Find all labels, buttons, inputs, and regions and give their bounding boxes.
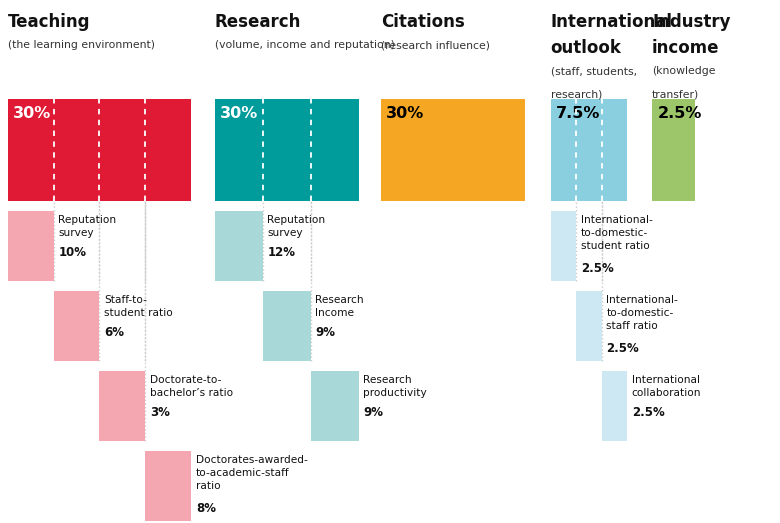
Text: 8%: 8% <box>196 502 216 515</box>
Bar <box>381 99 525 201</box>
Bar <box>263 291 310 361</box>
Text: 9%: 9% <box>315 326 335 339</box>
Bar <box>215 99 359 201</box>
Bar <box>8 211 54 281</box>
Text: 12%: 12% <box>268 246 296 259</box>
Text: 6%: 6% <box>105 326 124 339</box>
Text: transfer): transfer) <box>652 89 700 99</box>
Text: International: International <box>551 13 672 31</box>
Text: 2.5%: 2.5% <box>632 406 665 419</box>
Text: Citations: Citations <box>381 13 464 31</box>
Text: 3%: 3% <box>150 406 170 419</box>
Text: Research: Research <box>215 13 301 31</box>
Text: 30%: 30% <box>13 106 51 121</box>
Bar <box>310 371 359 441</box>
Text: 2.5%: 2.5% <box>606 342 639 355</box>
Text: International-
to-domestic-
staff ratio: International- to-domestic- staff ratio <box>606 295 678 331</box>
Text: outlook: outlook <box>551 39 622 57</box>
Text: International
collaboration: International collaboration <box>632 375 701 398</box>
Text: (research influence): (research influence) <box>381 40 490 50</box>
Text: Industry: Industry <box>652 13 731 31</box>
Bar <box>8 99 191 201</box>
Text: Reputation
survey: Reputation survey <box>58 215 116 238</box>
Text: (staff, students,: (staff, students, <box>551 66 636 76</box>
Bar <box>652 99 695 201</box>
Text: 30%: 30% <box>220 106 258 121</box>
Bar <box>54 291 100 361</box>
Text: Doctorate-to-
bachelor’s ratio: Doctorate-to- bachelor’s ratio <box>150 375 233 398</box>
Bar <box>145 451 191 521</box>
Text: research): research) <box>551 89 602 99</box>
Text: Teaching: Teaching <box>8 13 90 31</box>
Text: 9%: 9% <box>363 406 384 419</box>
Bar <box>601 371 627 441</box>
Bar <box>100 371 145 441</box>
Text: (knowledge: (knowledge <box>652 66 715 76</box>
Text: Research
productivity: Research productivity <box>363 375 427 398</box>
Text: 10%: 10% <box>58 246 87 259</box>
Text: (volume, income and reputation): (volume, income and reputation) <box>215 40 395 50</box>
Text: Reputation
survey: Reputation survey <box>268 215 325 238</box>
Text: International-
to-domestic-
student ratio: International- to-domestic- student rati… <box>581 215 653 251</box>
Bar <box>215 211 263 281</box>
Bar <box>576 291 601 361</box>
Text: 2.5%: 2.5% <box>581 262 614 275</box>
Text: Research
Income: Research Income <box>315 295 364 318</box>
Text: 2.5%: 2.5% <box>658 106 702 121</box>
Text: Staff-to-
student ratio: Staff-to- student ratio <box>105 295 173 318</box>
Text: 30%: 30% <box>386 106 424 121</box>
Bar <box>551 99 627 201</box>
Text: income: income <box>652 39 720 57</box>
Text: Doctorates-awarded-
to-academic-staff
ratio: Doctorates-awarded- to-academic-staff ra… <box>196 455 307 491</box>
Text: 7.5%: 7.5% <box>556 106 601 121</box>
Bar <box>551 211 576 281</box>
Text: (the learning environment): (the learning environment) <box>8 40 154 50</box>
